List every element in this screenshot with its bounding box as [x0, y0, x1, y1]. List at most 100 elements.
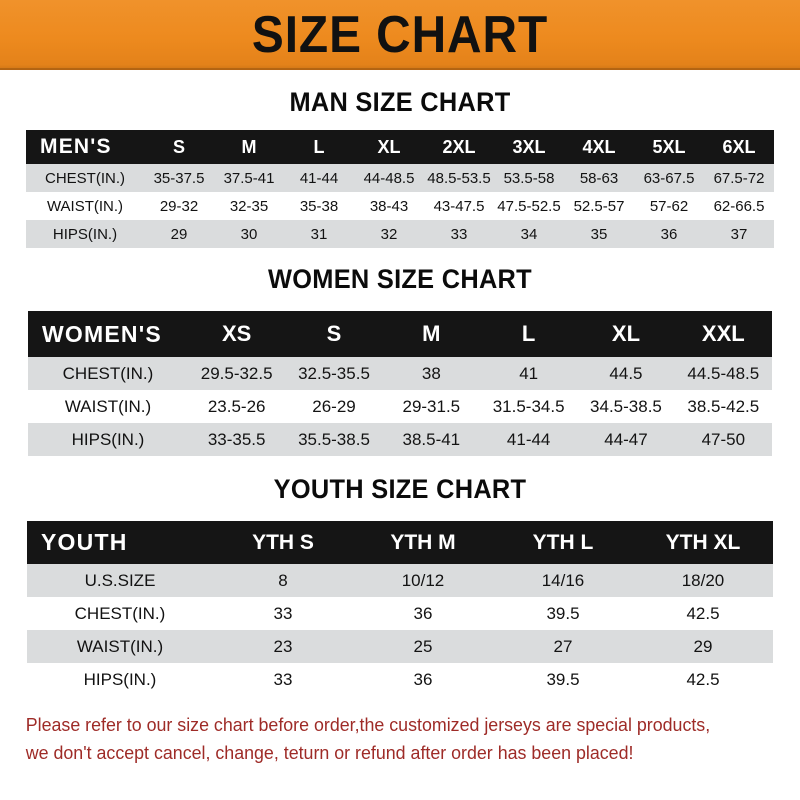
- men-row-header-label: MEN'S: [26, 130, 144, 164]
- youth-row-label: U.S.SIZE: [27, 564, 213, 597]
- table-row: CHEST(IN.) 33 36 39.5 42.5: [27, 597, 773, 630]
- men-cell: 52.5-57: [564, 192, 634, 220]
- men-cell: 29: [144, 220, 214, 248]
- women-cell: 29-31.5: [382, 390, 480, 423]
- men-cell: 48.5-53.5: [424, 164, 494, 192]
- youth-column-header: YTH S: [213, 521, 353, 564]
- table-row: CHEST(IN.) 35-37.5 37.5-41 41-44 44-48.5 48.5…: [26, 164, 774, 192]
- women-cell: 44.5-48.5: [674, 357, 772, 390]
- men-table-header-row: MEN'S S M L XL 2XL 3XL 4XL 5XL 6XL: [26, 130, 774, 164]
- men-cell: 67.5-72: [704, 164, 774, 192]
- men-cell: 37: [704, 220, 774, 248]
- women-cell: 38.5-41: [382, 423, 480, 456]
- women-column-header: XS: [188, 311, 286, 357]
- women-row-label: WAIST(IN.): [28, 390, 188, 423]
- men-cell: 36: [634, 220, 704, 248]
- men-cell: 41-44: [284, 164, 354, 192]
- youth-cell: 23: [213, 630, 353, 663]
- men-cell: 29-32: [144, 192, 214, 220]
- men-column-header: 2XL: [424, 130, 494, 164]
- men-cell: 35-37.5: [144, 164, 214, 192]
- men-cell: 44-48.5: [354, 164, 424, 192]
- men-cell: 37.5-41: [214, 164, 284, 192]
- youth-cell: 42.5: [633, 597, 773, 630]
- men-cell: 32: [354, 220, 424, 248]
- youth-cell: 14/16: [493, 564, 633, 597]
- youth-column-header: YTH XL: [633, 521, 773, 564]
- youth-row-label: WAIST(IN.): [27, 630, 213, 663]
- men-size-table: MEN'S S M L XL 2XL 3XL 4XL 5XL 6XL CHEST(IN.) 35-…: [26, 130, 774, 248]
- men-column-header: 6XL: [704, 130, 774, 164]
- men-cell: 38-43: [354, 192, 424, 220]
- table-row: HIPS(IN.) 33 36 39.5 42.5: [27, 663, 773, 696]
- men-cell: 35-38: [284, 192, 354, 220]
- youth-cell: 36: [353, 597, 493, 630]
- youth-section-title: YOUTH SIZE CHART: [273, 474, 527, 504]
- youth-cell: 33: [213, 663, 353, 696]
- footer-notice: Please refer to our size chart before or…: [0, 712, 792, 768]
- women-table-header-row: WOMEN'S XS S M L XL XXL: [28, 311, 772, 357]
- women-row-label: HIPS(IN.): [28, 423, 188, 456]
- youth-cell: 39.5: [493, 597, 633, 630]
- women-cell: 47-50: [674, 423, 772, 456]
- women-cell: 31.5-34.5: [479, 390, 578, 423]
- table-row: U.S.SIZE 8 10/12 14/16 18/20: [27, 564, 773, 597]
- youth-column-header: YTH M: [353, 521, 493, 564]
- women-column-header: L: [479, 311, 578, 357]
- youth-row-label: HIPS(IN.): [27, 663, 213, 696]
- men-column-header: 3XL: [494, 130, 564, 164]
- men-column-header: XL: [354, 130, 424, 164]
- men-cell: 58-63: [564, 164, 634, 192]
- youth-row-header-label: YOUTH: [27, 521, 213, 564]
- youth-column-header: YTH L: [493, 521, 633, 564]
- page-banner: SIZE CHART: [0, 0, 800, 70]
- men-column-header: M: [214, 130, 284, 164]
- footer-notice-line-2: we don't accept cancel, change, teturn o…: [25, 742, 634, 763]
- table-row: WAIST(IN.) 23 25 27 29: [27, 630, 773, 663]
- men-cell: 62-66.5: [704, 192, 774, 220]
- men-cell: 63-67.5: [634, 164, 704, 192]
- men-cell: 30: [214, 220, 284, 248]
- youth-size-section: YOUTH SIZE CHART YOUTH YTH S YTH M YTH L YT…: [0, 456, 800, 696]
- women-cell: 41-44: [479, 423, 578, 456]
- men-column-header: S: [144, 130, 214, 164]
- men-column-header: 5XL: [634, 130, 704, 164]
- women-size-section: WOMEN SIZE CHART WOMEN'S XS S M L XL XXL CHES…: [0, 248, 800, 456]
- women-cell: 26-29: [285, 390, 383, 423]
- men-cell: 33: [424, 220, 494, 248]
- footer-notice-line-1: Please refer to our size chart before or…: [25, 715, 711, 735]
- men-column-header: 4XL: [564, 130, 634, 164]
- women-row-header-label: WOMEN'S: [28, 311, 188, 357]
- men-cell: 43-47.5: [424, 192, 494, 220]
- youth-cell: 18/20: [633, 564, 773, 597]
- table-row: WAIST(IN.) 29-32 32-35 35-38 38-43 43-47.5 47.…: [26, 192, 774, 220]
- men-row-label: HIPS(IN.): [26, 220, 144, 248]
- men-row-label: CHEST(IN.): [26, 164, 144, 192]
- women-cell: 23.5-26: [188, 390, 286, 423]
- women-cell: 29.5-32.5: [188, 357, 286, 390]
- table-row: WAIST(IN.) 23.5-26 26-29 29-31.5 31.5-34.5 34…: [28, 390, 772, 423]
- women-column-header: M: [382, 311, 480, 357]
- youth-cell: 36: [353, 663, 493, 696]
- men-cell: 34: [494, 220, 564, 248]
- women-column-header: XXL: [674, 311, 772, 357]
- women-cell: 35.5-38.5: [285, 423, 383, 456]
- men-row-label: WAIST(IN.): [26, 192, 144, 220]
- youth-cell: 10/12: [353, 564, 493, 597]
- women-cell: 44.5: [577, 357, 675, 390]
- women-column-header: XL: [577, 311, 675, 357]
- youth-cell: 42.5: [633, 663, 773, 696]
- women-cell: 44-47: [577, 423, 675, 456]
- youth-table-header-row: YOUTH YTH S YTH M YTH L YTH XL: [27, 521, 773, 564]
- men-cell: 35: [564, 220, 634, 248]
- table-row: HIPS(IN.) 29 30 31 32 33 34 35 36 37: [26, 220, 774, 248]
- women-cell: 32.5-35.5: [285, 357, 383, 390]
- men-size-section: MAN SIZE CHART MEN'S S M L XL 2XL 3XL 4XL 5XL 6X…: [0, 70, 800, 248]
- youth-cell: 8: [213, 564, 353, 597]
- youth-cell: 27: [493, 630, 633, 663]
- men-cell: 57-62: [634, 192, 704, 220]
- youth-cell: 33: [213, 597, 353, 630]
- women-cell: 33-35.5: [188, 423, 286, 456]
- women-row-label: CHEST(IN.): [28, 357, 188, 390]
- youth-size-table: YOUTH YTH S YTH M YTH L YTH XL U.S.SIZE 8 10/…: [27, 521, 773, 696]
